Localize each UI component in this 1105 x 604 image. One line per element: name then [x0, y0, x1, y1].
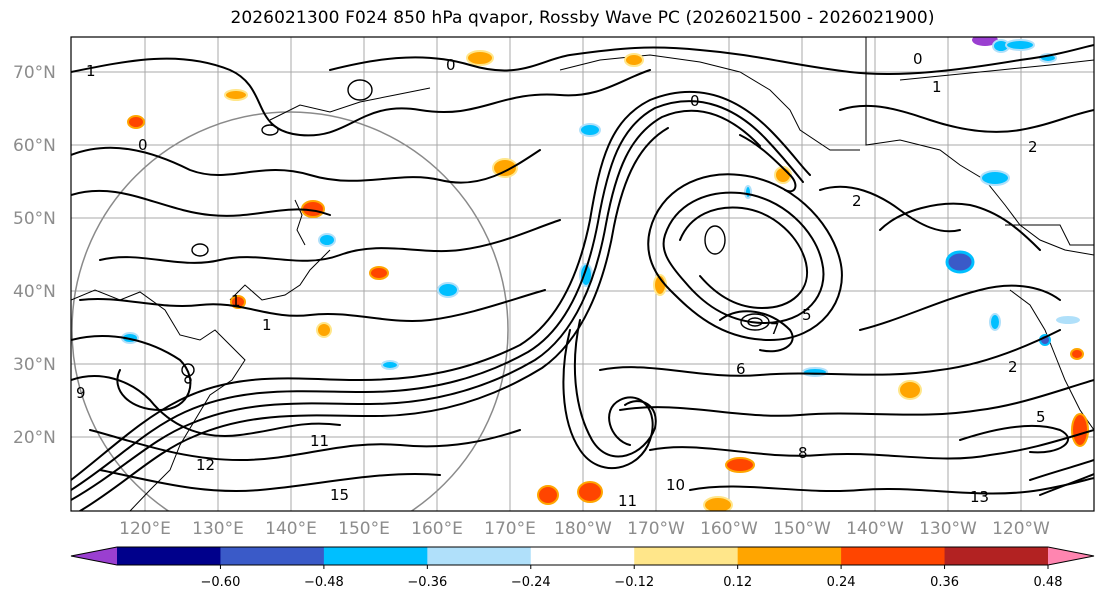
lon-label: 130°E	[192, 519, 244, 539]
lat-label: 20°N	[13, 428, 56, 448]
contour-label: 7	[770, 320, 780, 338]
lat-label: 60°N	[13, 136, 56, 156]
contour-label: 1	[932, 78, 942, 96]
colorbar-outline	[70, 546, 1095, 566]
colorbar-tick-label: 0.24	[827, 575, 856, 590]
colorbar-cell	[427, 547, 532, 565]
lon-label: 140°W	[846, 519, 904, 539]
contour-label: 8	[798, 444, 808, 462]
colorbar-tick-label: −0.24	[511, 575, 551, 590]
colorbar-cell	[737, 547, 842, 565]
lon-label: 120°E	[119, 519, 171, 539]
contour-label: 11	[618, 492, 637, 510]
lat-label: 30°N	[13, 355, 56, 375]
colorbar-cell	[530, 547, 635, 565]
colorbar-cell	[117, 547, 221, 565]
contour-label: 0	[446, 56, 456, 74]
figure-title: 2026021300 F024 850 hPa qvapor, Rossby W…	[230, 8, 935, 28]
colorbar-cell	[841, 547, 946, 565]
lon-label: 120°W	[992, 519, 1050, 539]
contour-label: 1	[262, 316, 272, 334]
graticule	[71, 37, 1094, 511]
contour-label: 11	[310, 432, 329, 450]
range-circle	[71, 111, 509, 511]
qvapor-contours	[71, 44, 1094, 511]
contour-label: 15	[330, 486, 349, 504]
contour-label: 0	[690, 92, 700, 110]
contour-label: 5	[1036, 408, 1046, 426]
contour-label: 13	[970, 488, 989, 506]
lon-label: 160°W	[700, 519, 758, 539]
colorbar-tick-label: −0.60	[201, 575, 241, 590]
colorbar-cell	[323, 547, 428, 565]
colorbar-tick-label: 0.12	[723, 575, 752, 590]
colorbar-extend-max	[1048, 547, 1094, 565]
contour-label: 12	[196, 456, 215, 474]
contour-label: 0	[138, 136, 148, 154]
lat-label: 50°N	[13, 209, 56, 229]
contour-label: 9	[76, 384, 86, 402]
lon-label: 150°W	[773, 519, 831, 539]
lon-label: 160°E	[411, 519, 463, 539]
latitude-axis: 70°N 60°N 50°N 40°N 30°N 20°N	[13, 63, 56, 448]
contour-labels: 0 0 0 0 1 1 1 1 2 2 2 5 5 6 7 8 9 10 11 …	[76, 50, 1046, 510]
lon-label: 170°W	[627, 519, 685, 539]
contour-label: 5	[802, 306, 812, 324]
lon-label: 140°E	[265, 519, 317, 539]
colorbar-extend-min	[71, 547, 117, 565]
lat-label: 70°N	[13, 63, 56, 83]
longitude-axis: 120°E 130°E 140°E 150°E 160°E 170°E 180°…	[119, 519, 1050, 539]
colorbar-tick-label: 0.48	[1034, 575, 1063, 590]
colorbar-tick-label: −0.48	[304, 575, 344, 590]
lon-label: 170°E	[484, 519, 536, 539]
lat-label: 40°N	[13, 282, 56, 302]
contour-label: 1	[86, 62, 96, 80]
colorbar-cell	[944, 547, 1049, 565]
contour-label: 10	[666, 476, 685, 494]
contour-label: 2	[1028, 138, 1038, 156]
colorbar-cell	[634, 547, 739, 565]
lon-label: 180°W	[554, 519, 612, 539]
colorbar-tick-label: 0.36	[930, 575, 959, 590]
lon-label: 130°W	[919, 519, 977, 539]
contour-label: 2	[852, 192, 862, 210]
contour-label: 2	[1008, 358, 1018, 376]
contour-label: 1	[231, 292, 241, 310]
contour-label: 0	[913, 50, 923, 68]
colorbar-cell	[220, 547, 325, 565]
colorbar-tick-label: −0.36	[407, 575, 447, 590]
lon-label: 150°E	[338, 519, 390, 539]
colorbar-tick-label: −0.12	[614, 575, 654, 590]
colorbar: −0.60 −0.48 −0.36 −0.24 −0.12 0.12 0.24 0.36 0.4…	[70, 546, 1095, 590]
map-border	[70, 36, 1095, 512]
contour-label: 6	[736, 360, 746, 378]
